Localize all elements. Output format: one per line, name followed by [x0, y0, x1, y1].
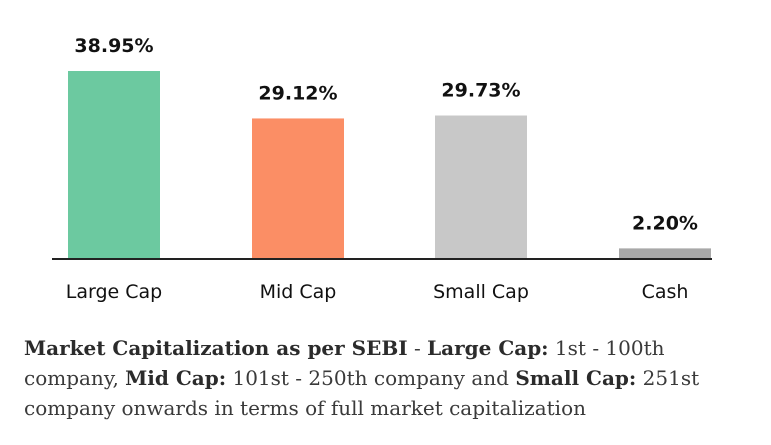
value-label-cash: 2.20%: [632, 212, 698, 234]
category-label-cash: Cash: [642, 281, 689, 303]
note-title: Market Capitalization as per SEBI: [24, 336, 408, 360]
bar-small-cap: [435, 115, 527, 259]
value-label-small-cap: 29.73%: [441, 80, 520, 102]
bar-large-cap: [68, 71, 160, 259]
small-cap-term: Small Cap:: [515, 366, 637, 390]
sebi-definition-note: Market Capitalization as per SEBI - Larg…: [24, 333, 754, 423]
large-cap-definition: 1st - 100th company,: [24, 336, 665, 390]
bars-group: [68, 71, 711, 259]
market-cap-bar-chart: 38.95% Large Cap 29.12% Mid Cap 29.73% Small …: [52, 35, 712, 303]
mid-cap-definition: 101st - 250th company and: [226, 366, 516, 390]
note-separator: -: [407, 336, 428, 360]
category-label-small-cap: Small Cap: [433, 281, 529, 303]
value-label-mid-cap: 29.12%: [258, 82, 337, 104]
value-label-large-cap: 38.95%: [74, 35, 153, 57]
category-label-mid-cap: Mid Cap: [260, 281, 337, 303]
bar-cash: [619, 248, 711, 259]
bar-mid-cap: [252, 118, 344, 259]
labels-group: 38.95% Large Cap 29.12% Mid Cap 29.73% Small …: [66, 35, 698, 303]
category-label-large-cap: Large Cap: [66, 281, 162, 303]
mid-cap-term: Mid Cap:: [125, 366, 227, 390]
small-cap-definition: 251st company onwards in terms of full m…: [24, 366, 700, 420]
large-cap-term: Large Cap:: [427, 336, 549, 360]
